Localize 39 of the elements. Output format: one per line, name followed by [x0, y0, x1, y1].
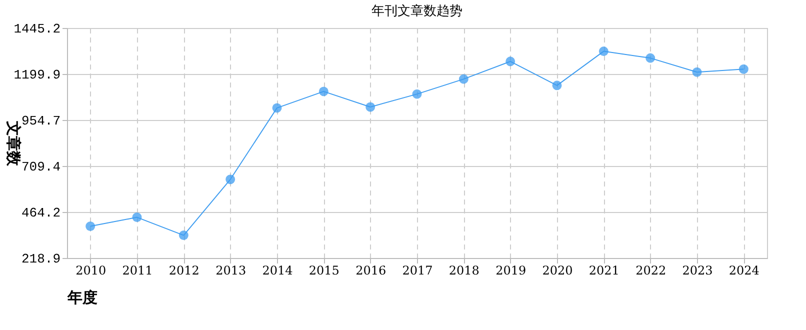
- point: [598, 46, 608, 56]
- x-tick-label: 2014: [262, 264, 294, 278]
- x-tick-label: 2018: [448, 264, 480, 278]
- point: [366, 102, 376, 112]
- point: [318, 86, 328, 96]
- y-tick-label: 954.7: [21, 113, 60, 128]
- point: [738, 64, 748, 74]
- x-tick-label: 2015: [308, 264, 340, 278]
- x-tick-label: 2010: [76, 264, 106, 278]
- x-tick-label: 2024: [728, 264, 760, 278]
- point: [272, 103, 282, 113]
- y-tick-label: 1199.9: [14, 68, 60, 83]
- point: [86, 222, 96, 232]
- x-tick-label: 2019: [496, 264, 526, 278]
- x-tick-label: 2013: [216, 264, 246, 278]
- x-axis-title: 年度: [66, 288, 98, 306]
- x-tick-label: 2023: [682, 264, 713, 278]
- x-tick-label: 2012: [168, 264, 200, 278]
- y-tick-label: 709.4: [21, 160, 61, 175]
- point: [458, 74, 468, 84]
- x-tick-label: 2011: [122, 264, 153, 278]
- point: [552, 80, 562, 90]
- point: [692, 67, 702, 77]
- chart-title: 年刊文章数趋势: [372, 4, 462, 19]
- point: [178, 230, 188, 240]
- y-tick-label: 1445.2: [14, 22, 60, 36]
- x-tick-label: 2021: [588, 264, 620, 278]
- point: [412, 89, 422, 99]
- y-tick-label: 464.2: [21, 205, 60, 220]
- point: [226, 174, 236, 184]
- point: [132, 212, 142, 222]
- y-tick-label: 218.9: [21, 252, 60, 266]
- point: [506, 56, 516, 66]
- x-tick-label: 2017: [402, 264, 433, 278]
- x-tick-label: 2016: [356, 264, 386, 278]
- point: [646, 53, 656, 63]
- x-tick-label: 2020: [542, 264, 573, 278]
- y-axis-title: 文章数: [4, 120, 23, 167]
- x-tick-label: 2022: [636, 264, 666, 278]
